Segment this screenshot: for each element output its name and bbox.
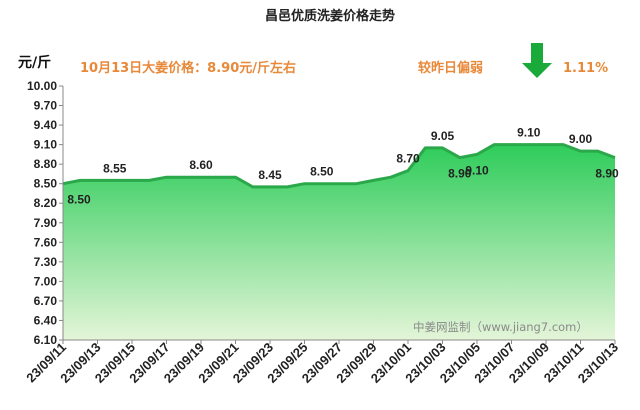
down-arrow-icon [522, 43, 552, 78]
data-label: 8.50 [67, 193, 91, 207]
y-tick-label: 8.80 [34, 157, 58, 171]
data-label: 8.60 [189, 158, 213, 172]
data-label: 8.70 [396, 152, 420, 166]
plot-area [62, 86, 616, 341]
data-label: 8.90 [448, 167, 472, 181]
x-axis: 23/09/1123/09/1323/09/1523/09/1723/09/19… [23, 340, 621, 386]
y-tick-label: 7.90 [34, 216, 58, 230]
data-label: 9.00 [569, 132, 593, 146]
y-tick-label: 8.50 [34, 177, 58, 191]
price-line [62, 143, 616, 189]
chart-title: 昌邑优质洗姜价格走势 [265, 8, 395, 24]
y-tick-label: 9.10 [34, 138, 58, 152]
y-tick-label: 7.60 [34, 235, 58, 249]
data-label: 8.90 [595, 167, 619, 181]
watermark: 中姜网监制（www.jiang7.com） [413, 320, 588, 334]
y-axis: 10.00 9.70 9.40 9.10 8.80 8.50 8.20 7.90 7.60 7.3… [27, 79, 63, 347]
data-label: 8.50 [310, 165, 334, 179]
y-tick-label: 9.40 [34, 118, 58, 132]
data-label: 9.10 [517, 126, 541, 140]
data-label: 8.45 [258, 168, 282, 182]
price-note: 10月13日大姜价格：8.90元/斤左右 [80, 60, 296, 76]
change-label: 较昨日偏弱 [418, 60, 483, 76]
data-label: 9.05 [431, 129, 455, 143]
y-tick-label: 8.20 [34, 196, 58, 210]
y-tick-label: 7.30 [34, 255, 58, 269]
area-fill [63, 144, 615, 340]
y-axis-unit: 元/斤 [18, 54, 51, 71]
data-label: 9.10 [465, 163, 489, 177]
y-tick-label: 9.70 [34, 99, 58, 113]
data-labels: 8.508.55 8.608.45 8.508.709.058.909.109.10… [67, 126, 619, 207]
y-tick-label: 6.70 [34, 294, 58, 308]
y-tick-label: 7.00 [34, 274, 58, 288]
y-tick-label: 10.00 [27, 79, 57, 93]
y-tick-label: 6.10 [34, 333, 58, 347]
y-tick-label: 6.40 [34, 313, 58, 327]
data-label: 8.55 [103, 161, 127, 175]
change-value: 1.11% [563, 61, 608, 76]
